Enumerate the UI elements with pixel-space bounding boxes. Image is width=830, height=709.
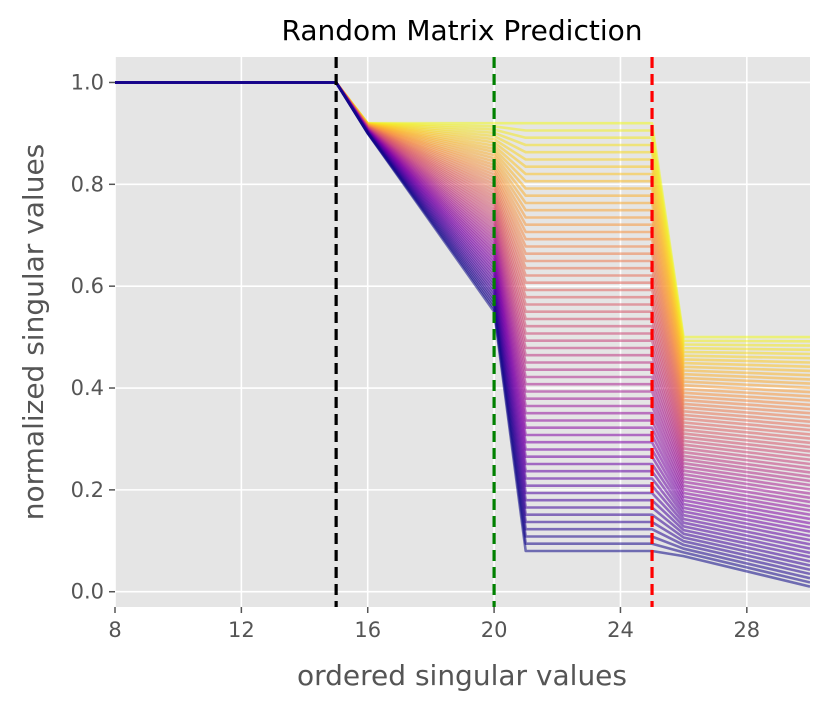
chart-title: Random Matrix Prediction [282,14,643,47]
ticks: 8 12 16 20 24 28 0.0 0.2 0.4 0.6 0.8 1.0 [71,70,761,642]
y-tick-label: 1.0 [71,70,104,94]
series-group [115,81,810,588]
x-tick-label: 16 [354,618,381,642]
y-tick-label: 0.2 [71,478,104,502]
reference-lines [334,57,654,607]
x-tick-label: 8 [108,618,121,642]
x-tick-label: 20 [481,618,508,642]
y-tick-label: 0.4 [71,376,104,400]
y-tick-label: 0.0 [71,580,104,604]
x-tick-label: 12 [228,618,255,642]
x-tick-label: 24 [607,618,634,642]
x-axis-label: ordered singular values [297,659,627,692]
y-tick-label: 0.6 [71,274,104,298]
series-line [115,81,810,588]
y-axis-label: normalized singular values [17,144,50,521]
x-tick-label: 28 [733,618,760,642]
y-tick-label: 0.8 [71,172,104,196]
